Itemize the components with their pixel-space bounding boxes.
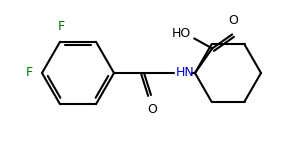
Text: F: F (26, 66, 33, 79)
Text: HN: HN (176, 66, 195, 79)
Text: O: O (228, 14, 238, 27)
Text: HO: HO (172, 27, 191, 40)
Text: O: O (147, 103, 157, 116)
Text: F: F (57, 20, 65, 33)
